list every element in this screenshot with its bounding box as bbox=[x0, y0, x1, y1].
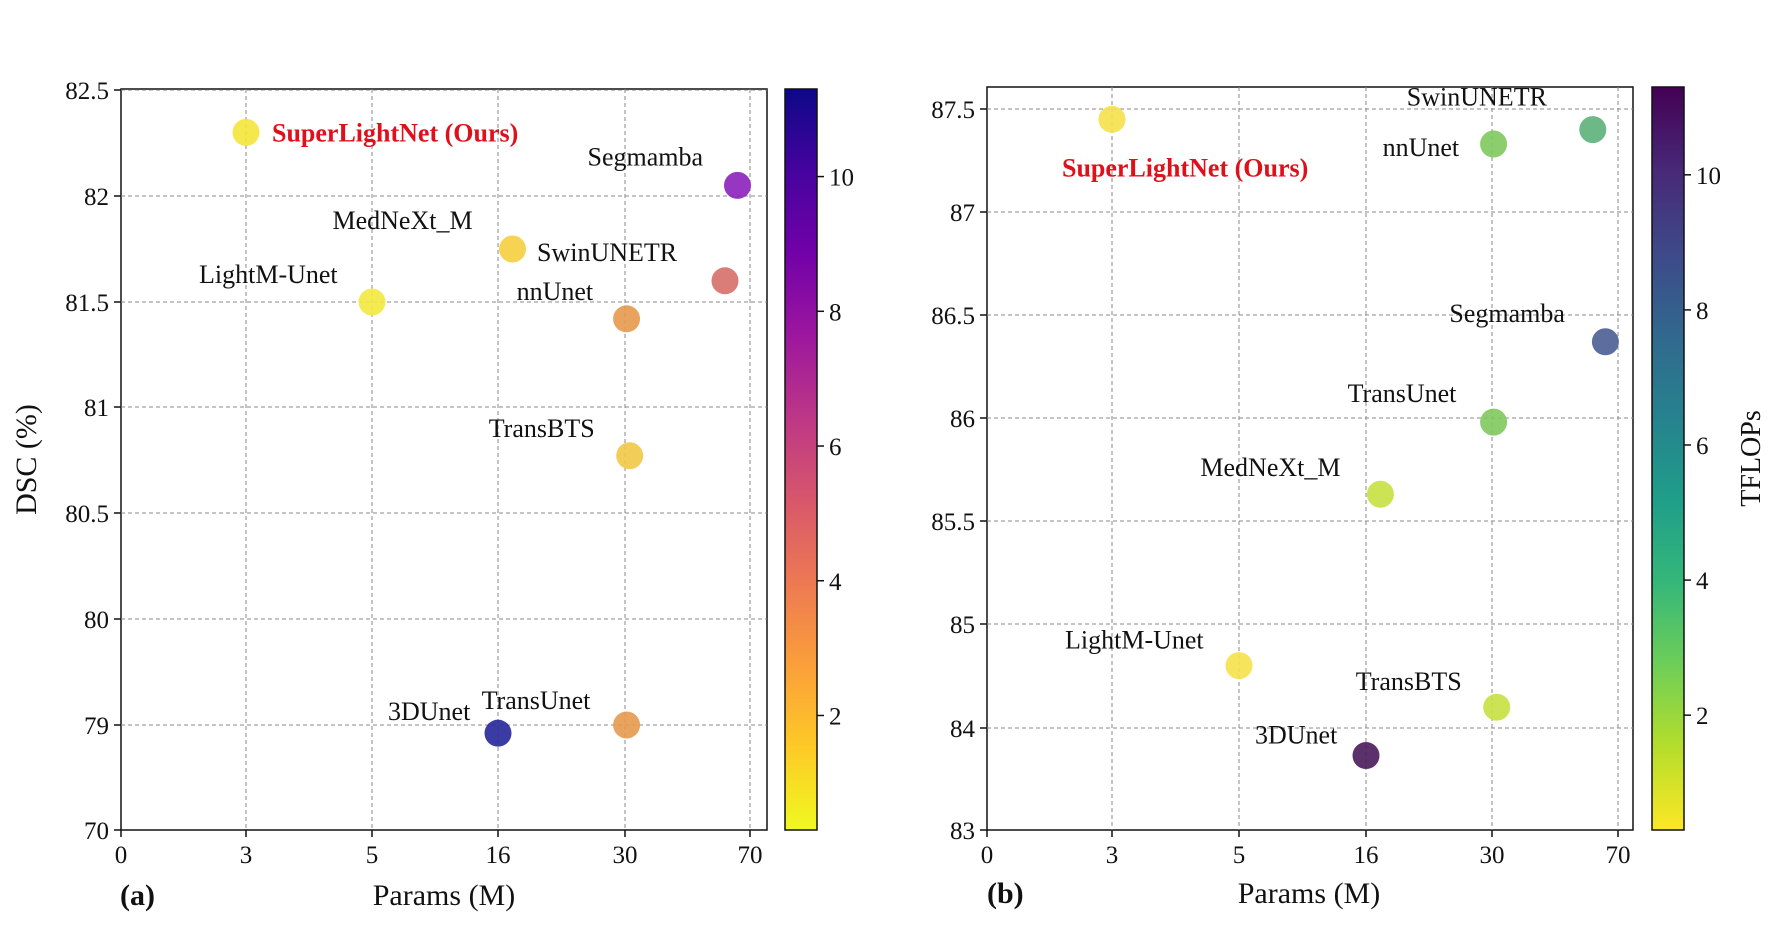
x-tick-label: 70 bbox=[738, 842, 763, 869]
colorbar bbox=[784, 88, 818, 831]
point-transbts bbox=[616, 442, 644, 470]
point-transbts bbox=[1483, 693, 1511, 721]
point-label-3dunet: 3DUnet bbox=[1255, 721, 1338, 750]
x-tick-label: 3 bbox=[240, 842, 253, 869]
point-3dunet bbox=[1352, 742, 1380, 770]
x-tick-label: 0 bbox=[981, 842, 994, 869]
colorbar-tick-label: 2 bbox=[829, 703, 842, 730]
x-axis-label: Params (M) bbox=[1238, 877, 1380, 910]
colorbar-label: TFLOPs bbox=[1736, 410, 1767, 506]
point-label-transbts: TransBTS bbox=[1356, 667, 1462, 696]
point-label-lightm-unet: LightM-Unet bbox=[199, 260, 338, 289]
point-transunet bbox=[1480, 408, 1508, 436]
y-tick-label: 87 bbox=[950, 200, 975, 227]
y-tick-label: 85 bbox=[950, 612, 975, 639]
x-tick-label: 5 bbox=[366, 842, 379, 869]
point-superlightnet-ours bbox=[1098, 105, 1126, 133]
point-label-swinunetr: SwinUNETR bbox=[537, 238, 678, 267]
y-tick-label: 87.5 bbox=[931, 97, 975, 124]
colorbar-tick-label: 8 bbox=[1696, 298, 1709, 325]
y-tick-label: 80.5 bbox=[65, 501, 109, 528]
point-segmamba bbox=[724, 171, 751, 199]
axes-frame bbox=[986, 86, 1634, 831]
point-label-nnunet: nnUnet bbox=[517, 277, 594, 306]
y-tick-label: 81.5 bbox=[65, 290, 109, 317]
point-label-segmamba: Segmamba bbox=[1449, 299, 1565, 328]
point-label-nnunet: nnUnet bbox=[1383, 133, 1460, 162]
point-segmamba bbox=[1591, 328, 1619, 356]
point-label-transunet: TransUnet bbox=[482, 686, 592, 715]
point-label-mednext-m: MedNeXt_M bbox=[1200, 453, 1340, 482]
point-lightm-unet bbox=[358, 288, 386, 316]
point-label-lightm-unet: LightM-Unet bbox=[1065, 626, 1204, 655]
y-tick-label: 80 bbox=[84, 607, 109, 634]
x-tick-label: 30 bbox=[613, 842, 638, 869]
point-nnunet bbox=[613, 305, 641, 333]
y-axis-label: DSC (%) bbox=[10, 404, 43, 515]
y-tick-label: 79 bbox=[84, 713, 109, 740]
point-superlightnet-ours bbox=[232, 118, 260, 146]
point-label-segmamba: Segmamba bbox=[588, 142, 704, 171]
point-label-3dunet: 3DUnet bbox=[388, 697, 471, 726]
colorbar-tick-label: 10 bbox=[829, 165, 854, 192]
x-tick-label: 30 bbox=[1480, 842, 1505, 869]
colorbar-tick-label: 4 bbox=[829, 569, 842, 596]
y-tick-label: 82 bbox=[84, 184, 109, 211]
point-label-superlightnet-ours: SuperLightNet (Ours) bbox=[1062, 153, 1308, 182]
colorbar bbox=[1651, 86, 1685, 831]
point-swinunetr bbox=[711, 267, 739, 295]
y-tick-label: 85.5 bbox=[931, 509, 975, 536]
point-label-mednext-m: MedNeXt_M bbox=[333, 206, 473, 235]
y-tick-label: 86.5 bbox=[931, 303, 975, 330]
colorbar-tick-label: 10 bbox=[1696, 163, 1721, 190]
point-label-transunet: TransUnet bbox=[1348, 379, 1458, 408]
x-tick-label: 5 bbox=[1233, 842, 1246, 869]
x-axis-label: Params (M) bbox=[373, 879, 515, 912]
point-label-swinunetr: SwinUNETR bbox=[1407, 83, 1548, 112]
x-tick-label: 0 bbox=[115, 842, 128, 869]
axes-frame bbox=[120, 88, 768, 831]
x-tick-label: 3 bbox=[1106, 842, 1119, 869]
point-lightm-unet bbox=[1225, 652, 1253, 680]
colorbar-tick-label: 8 bbox=[829, 299, 842, 326]
y-tick-label: 82.5 bbox=[65, 78, 109, 105]
point-mednext-m bbox=[1366, 480, 1394, 508]
y-tick-label: 84 bbox=[950, 716, 976, 743]
colorbar-tick-label: 4 bbox=[1696, 568, 1709, 595]
point-3dunet bbox=[484, 719, 512, 747]
y-tick-label: 83 bbox=[950, 818, 975, 845]
point-label-transbts: TransBTS bbox=[489, 414, 595, 443]
point-transunet bbox=[613, 711, 641, 739]
point-nnunet bbox=[1480, 130, 1508, 158]
y-tick-label: 86 bbox=[950, 406, 975, 433]
colorbar-tick-label: 6 bbox=[1696, 433, 1709, 460]
colorbar-tick-label: 6 bbox=[829, 434, 842, 461]
x-tick-label: 16 bbox=[1354, 842, 1379, 869]
panel-label: (a) bbox=[120, 879, 155, 912]
y-tick-label: 81 bbox=[84, 395, 109, 422]
point-swinunetr bbox=[1579, 116, 1607, 144]
x-tick-label: 16 bbox=[486, 842, 511, 869]
point-mednext-m bbox=[499, 235, 527, 263]
panel-label: (b) bbox=[987, 877, 1024, 910]
x-tick-label: 70 bbox=[1606, 842, 1631, 869]
colorbar-tick-label: 2 bbox=[1696, 703, 1709, 730]
y-tick-label: 70 bbox=[84, 818, 109, 845]
point-label-superlightnet-ours: SuperLightNet (Ours) bbox=[272, 118, 518, 147]
